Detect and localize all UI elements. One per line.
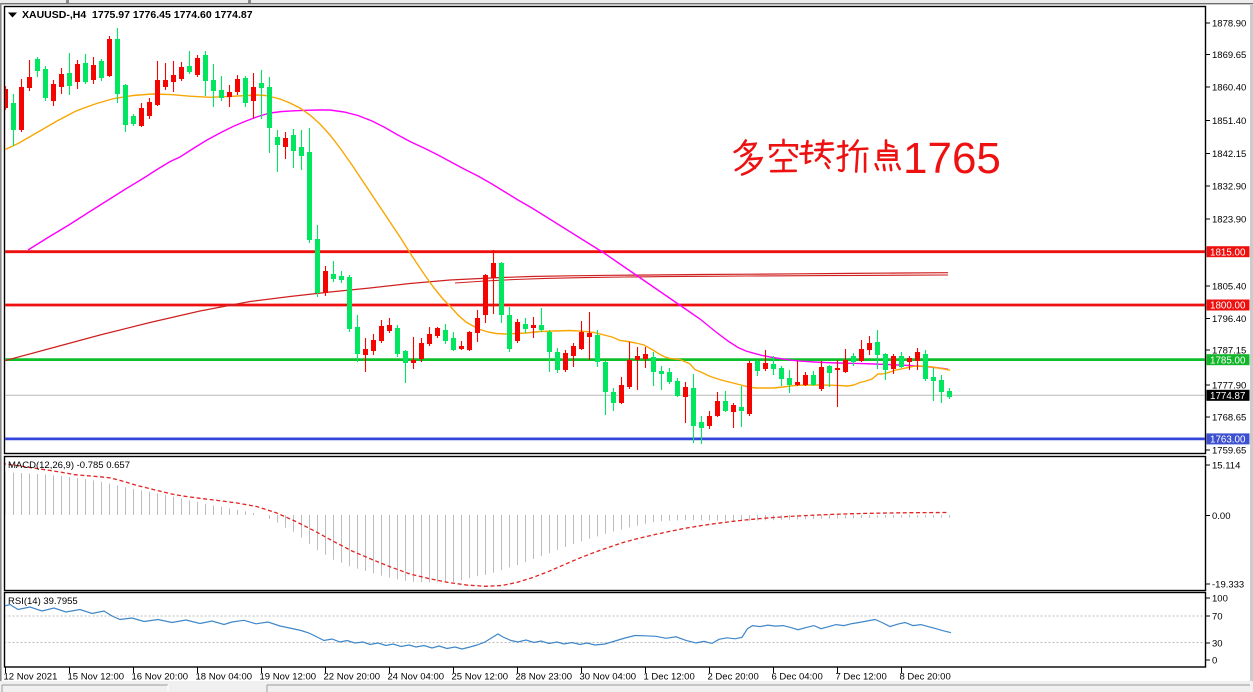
svg-text:2 Dec 20:00: 2 Dec 20:00 (708, 672, 759, 683)
svg-text:1851.40: 1851.40 (1212, 116, 1246, 127)
svg-text:1774.87: 1774.87 (1210, 391, 1245, 402)
svg-text:15.114: 15.114 (1212, 461, 1240, 472)
svg-text:1869.65: 1869.65 (1212, 50, 1246, 61)
svg-text:30 Nov 04:00: 30 Nov 04:00 (580, 672, 637, 683)
svg-text:7 Dec 12:00: 7 Dec 12:00 (836, 672, 887, 683)
svg-text:1 Dec 12:00: 1 Dec 12:00 (644, 672, 695, 683)
svg-text:1768.65: 1768.65 (1212, 413, 1246, 424)
svg-text:XAUUSD-,H4 1775.97 1776.45 17: XAUUSD-,H4 1775.97 1776.45 1774.60 1774.… (22, 9, 253, 21)
svg-text:-19.333: -19.333 (1212, 580, 1244, 591)
svg-text:1763.00: 1763.00 (1210, 435, 1246, 446)
svg-text:16 Nov 20:00: 16 Nov 20:00 (132, 672, 189, 683)
svg-text:15 Nov 12:00: 15 Nov 12:00 (68, 672, 125, 683)
svg-text:1800.00: 1800.00 (1210, 301, 1246, 312)
svg-text:1815.00: 1815.00 (1210, 247, 1246, 258)
svg-text:1777.90: 1777.90 (1212, 381, 1246, 392)
svg-text:1878.90: 1878.90 (1212, 19, 1246, 30)
svg-text:1842.15: 1842.15 (1212, 149, 1246, 160)
svg-text:0: 0 (1212, 656, 1217, 667)
svg-text:1860.40: 1860.40 (1212, 83, 1246, 94)
svg-text:1787.15: 1787.15 (1212, 346, 1246, 357)
svg-text:0.00: 0.00 (1212, 511, 1231, 522)
svg-text:1796.40: 1796.40 (1212, 314, 1246, 325)
svg-text:1805.40: 1805.40 (1212, 282, 1246, 293)
svg-text:25 Nov 12:00: 25 Nov 12:00 (452, 672, 509, 683)
svg-text:8 Dec 20:00: 8 Dec 20:00 (900, 672, 951, 683)
svg-text:24 Nov 04:00: 24 Nov 04:00 (388, 672, 445, 683)
svg-text:1759.65: 1759.65 (1212, 446, 1246, 457)
svg-text:100: 100 (1212, 594, 1228, 605)
svg-text:18 Nov 04:00: 18 Nov 04:00 (196, 672, 253, 683)
svg-text:12 Nov 2021: 12 Nov 2021 (4, 672, 58, 683)
svg-text:1832.90: 1832.90 (1212, 182, 1246, 193)
svg-text:70: 70 (1212, 612, 1223, 623)
svg-text:1823.90: 1823.90 (1212, 215, 1246, 226)
svg-text:30: 30 (1212, 639, 1223, 650)
svg-text:22 Nov 20:00: 22 Nov 20:00 (324, 672, 381, 683)
svg-text:6 Dec 04:00: 6 Dec 04:00 (772, 672, 823, 683)
svg-text:28 Nov 23:00: 28 Nov 23:00 (516, 672, 573, 683)
svg-text:MACD(12,26,9) -0.785 0.657: MACD(12,26,9) -0.785 0.657 (8, 460, 130, 471)
svg-text:1765: 1765 (903, 134, 1001, 183)
svg-text:RSI(14) 39.7955: RSI(14) 39.7955 (8, 596, 78, 607)
svg-text:1785.00: 1785.00 (1210, 355, 1246, 366)
svg-text:19 Nov 12:00: 19 Nov 12:00 (260, 672, 317, 683)
